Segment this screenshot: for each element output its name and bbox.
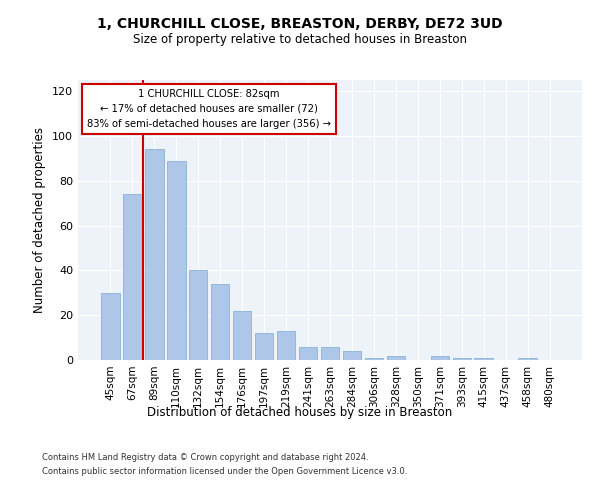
- Bar: [189, 270, 208, 360]
- Bar: [299, 346, 317, 360]
- Bar: [101, 293, 119, 360]
- Bar: [452, 358, 471, 360]
- Bar: [211, 284, 229, 360]
- Bar: [167, 160, 185, 360]
- Bar: [386, 356, 405, 360]
- Bar: [365, 358, 383, 360]
- Bar: [277, 331, 295, 360]
- Bar: [233, 310, 251, 360]
- Bar: [475, 358, 493, 360]
- Bar: [431, 356, 449, 360]
- Bar: [518, 358, 537, 360]
- Text: 1, CHURCHILL CLOSE, BREASTON, DERBY, DE72 3UD: 1, CHURCHILL CLOSE, BREASTON, DERBY, DE7…: [97, 18, 503, 32]
- Bar: [320, 346, 340, 360]
- Bar: [123, 194, 142, 360]
- Y-axis label: Number of detached properties: Number of detached properties: [34, 127, 46, 313]
- Bar: [255, 333, 274, 360]
- Bar: [343, 351, 361, 360]
- Text: Distribution of detached houses by size in Breaston: Distribution of detached houses by size …: [148, 406, 452, 419]
- Text: Size of property relative to detached houses in Breaston: Size of property relative to detached ho…: [133, 32, 467, 46]
- Bar: [145, 150, 164, 360]
- Text: Contains public sector information licensed under the Open Government Licence v3: Contains public sector information licen…: [42, 467, 407, 476]
- Text: Contains HM Land Registry data © Crown copyright and database right 2024.: Contains HM Land Registry data © Crown c…: [42, 454, 368, 462]
- Text: 1 CHURCHILL CLOSE: 82sqm
← 17% of detached houses are smaller (72)
83% of semi-d: 1 CHURCHILL CLOSE: 82sqm ← 17% of detach…: [87, 89, 331, 128]
